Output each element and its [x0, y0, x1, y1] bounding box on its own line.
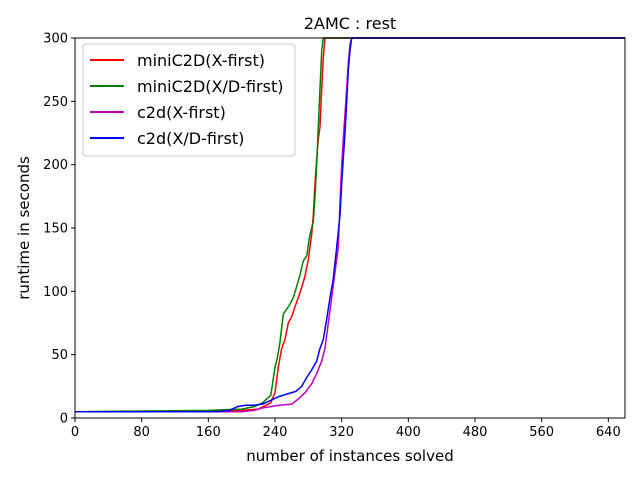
x-tick-label: 640	[596, 425, 621, 440]
y-axis-ticks: 0 50 100 150 200 250 300	[43, 32, 75, 427]
x-axis-ticks: 0 80 160 240 320 400 480 560 640	[71, 418, 621, 440]
x-tick-label: 560	[529, 425, 554, 440]
x-tick-label: 80	[133, 425, 150, 440]
series-line-3	[75, 37, 625, 413]
legend-label-2: c2d(X-first)	[137, 103, 226, 122]
x-tick-label: 160	[196, 425, 221, 440]
y-axis-label: runtime in seconds	[15, 156, 33, 300]
x-tick-label: 320	[329, 425, 354, 440]
x-tick-label: 0	[71, 425, 79, 440]
chart-title: 2AMC : rest	[304, 14, 396, 33]
y-tick-label: 100	[43, 285, 68, 300]
legend-box	[82, 43, 296, 157]
series-lines	[74, 37, 625, 413]
x-tick-label: 480	[463, 425, 488, 440]
legend: miniC2D(X-first) miniC2D(X/D-first) c2d(X-…	[82, 43, 296, 157]
y-tick-label: 50	[51, 348, 68, 363]
x-tick-label: 240	[263, 425, 288, 440]
legend-label-0: miniC2D(X-first)	[137, 51, 265, 70]
series-line-0	[75, 37, 625, 413]
y-tick-label: 200	[43, 158, 68, 173]
y-tick-label: 0	[60, 412, 68, 427]
legend-label-1: miniC2D(X/D-first)	[137, 77, 283, 96]
x-tick-label: 400	[396, 425, 421, 440]
x-axis-label: number of instances solved	[246, 447, 453, 465]
y-tick-label: 250	[43, 95, 68, 110]
series-line-1	[74, 37, 625, 413]
y-tick-label: 300	[43, 32, 68, 47]
y-tick-label: 150	[43, 222, 68, 237]
legend-label-3: c2d(X/D-first)	[137, 129, 244, 148]
